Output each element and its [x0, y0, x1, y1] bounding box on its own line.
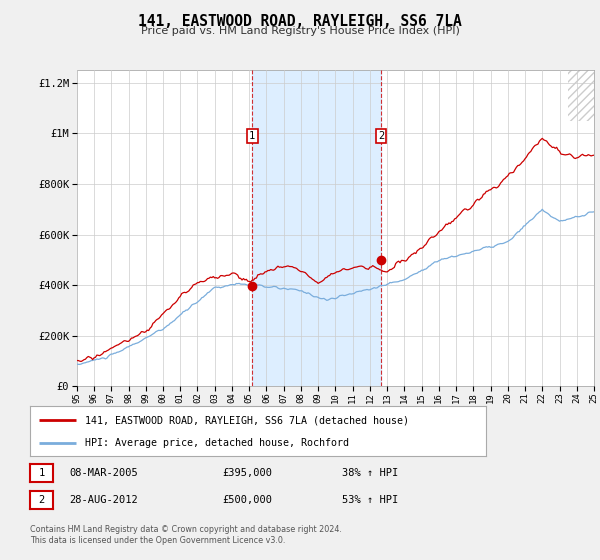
- Text: 141, EASTWOOD ROAD, RAYLEIGH, SS6 7LA: 141, EASTWOOD ROAD, RAYLEIGH, SS6 7LA: [138, 14, 462, 29]
- Text: 141, EASTWOOD ROAD, RAYLEIGH, SS6 7LA (detached house): 141, EASTWOOD ROAD, RAYLEIGH, SS6 7LA (d…: [85, 415, 409, 425]
- Bar: [568, 70, 598, 120]
- Text: £500,000: £500,000: [222, 495, 272, 505]
- Text: 53% ↑ HPI: 53% ↑ HPI: [342, 495, 398, 505]
- Text: 08-MAR-2005: 08-MAR-2005: [69, 468, 138, 478]
- Text: 2: 2: [378, 131, 384, 141]
- Text: 28-AUG-2012: 28-AUG-2012: [69, 495, 138, 505]
- Text: HPI: Average price, detached house, Rochford: HPI: Average price, detached house, Roch…: [85, 438, 349, 449]
- Text: 38% ↑ HPI: 38% ↑ HPI: [342, 468, 398, 478]
- Text: 1: 1: [38, 468, 44, 478]
- Text: £395,000: £395,000: [222, 468, 272, 478]
- Text: Contains HM Land Registry data © Crown copyright and database right 2024.
This d: Contains HM Land Registry data © Crown c…: [30, 525, 342, 545]
- Text: Price paid vs. HM Land Registry's House Price Index (HPI): Price paid vs. HM Land Registry's House …: [140, 26, 460, 36]
- Text: 1: 1: [249, 131, 256, 141]
- Text: 2: 2: [38, 495, 44, 505]
- Bar: [253, 70, 381, 386]
